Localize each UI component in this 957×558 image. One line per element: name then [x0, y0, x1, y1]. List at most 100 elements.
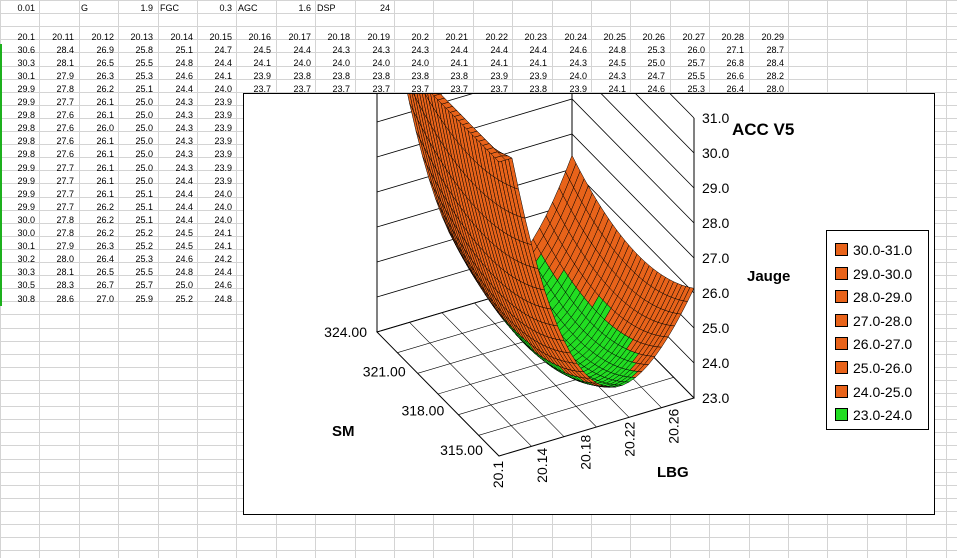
cell[interactable]: 30.1 [17, 71, 35, 81]
cell[interactable]: 25.0 [135, 97, 153, 107]
cell[interactable]: 28.0 [56, 254, 74, 264]
cell[interactable]: 20.25 [603, 31, 626, 42]
cell[interactable]: 23.9 [569, 84, 587, 94]
cell[interactable]: 24.0 [214, 84, 232, 94]
cell[interactable]: 27.7 [56, 202, 74, 212]
cell[interactable]: 30.2 [17, 254, 35, 264]
cell[interactable]: 30.3 [17, 58, 35, 68]
cell[interactable]: 20.13 [130, 31, 153, 42]
cell[interactable]: 27.6 [56, 110, 74, 120]
cell[interactable]: 20.15 [209, 31, 232, 42]
cell[interactable]: 24.4 [450, 45, 468, 55]
cell[interactable]: 20.2 [411, 31, 429, 42]
cell[interactable]: 20.27 [682, 31, 705, 42]
cell[interactable]: 24.5 [253, 45, 271, 55]
cell[interactable]: 26.1 [96, 163, 114, 173]
cell[interactable]: 24.1 [214, 228, 232, 238]
cell[interactable]: 24.1 [253, 58, 271, 68]
cell[interactable]: 24.0 [411, 58, 429, 68]
cell[interactable]: 26.0 [687, 45, 705, 55]
cell[interactable]: 24.5 [175, 241, 193, 251]
cell[interactable]: 24.7 [647, 71, 665, 81]
cell[interactable]: 25.0 [135, 149, 153, 159]
cell[interactable]: 24.0 [569, 71, 587, 81]
cell[interactable]: 28.1 [56, 58, 74, 68]
cell[interactable]: 24.0 [214, 189, 232, 199]
cell[interactable]: 20.21 [445, 31, 468, 42]
cell[interactable]: 24.8 [214, 294, 232, 304]
cell[interactable]: 24.2 [214, 254, 232, 264]
cell[interactable]: 23.9 [529, 71, 547, 81]
cell[interactable]: 24.4 [175, 176, 193, 186]
cell[interactable]: 29.8 [17, 149, 35, 159]
cell[interactable]: 25.2 [135, 228, 153, 238]
cell[interactable]: 27.9 [56, 241, 74, 251]
cell[interactable]: 25.9 [135, 294, 153, 304]
cell[interactable]: 28.2 [766, 71, 784, 81]
cell[interactable]: 24.8 [175, 267, 193, 277]
cell[interactable]: 24.4 [490, 45, 508, 55]
cell[interactable]: 24.4 [529, 45, 547, 55]
cell[interactable]: 27.1 [726, 45, 744, 55]
cell[interactable]: 24.1 [490, 58, 508, 68]
cell[interactable]: 23.7 [253, 84, 271, 94]
cell[interactable]: 24.3 [608, 71, 626, 81]
cell[interactable]: 25.0 [135, 136, 153, 146]
cell[interactable]: 30.5 [17, 280, 35, 290]
cell[interactable]: 27.0 [96, 294, 114, 304]
cell[interactable]: 25.0 [135, 123, 153, 133]
cell[interactable]: 25.0 [647, 58, 665, 68]
cell[interactable]: 24.6 [175, 71, 193, 81]
cell[interactable]: 26.1 [96, 176, 114, 186]
cell[interactable]: 26.6 [726, 71, 744, 81]
cell[interactable]: 26.5 [96, 267, 114, 277]
cell[interactable]: 26.8 [726, 58, 744, 68]
cell[interactable]: 23.7 [293, 84, 311, 94]
cell[interactable]: 26.1 [96, 110, 114, 120]
cell[interactable]: 24.0 [214, 215, 232, 225]
cell[interactable]: 24.0 [214, 202, 232, 212]
cell[interactable]: 23.7 [450, 84, 468, 94]
cell[interactable]: 24.6 [214, 280, 232, 290]
cell[interactable]: 24.3 [175, 149, 193, 159]
cell[interactable]: 24.3 [175, 110, 193, 120]
cell[interactable]: 24.3 [175, 136, 193, 146]
cell[interactable]: 26.1 [96, 149, 114, 159]
cell[interactable]: 25.5 [135, 267, 153, 277]
cell[interactable]: 29.8 [17, 123, 35, 133]
cell[interactable]: 27.7 [56, 189, 74, 199]
cell[interactable]: 25.0 [135, 176, 153, 186]
cell[interactable]: 30.3 [17, 267, 35, 277]
cell[interactable]: 23.7 [332, 84, 350, 94]
cell[interactable]: 25.7 [687, 58, 705, 68]
cell[interactable]: 25.2 [175, 294, 193, 304]
cell[interactable]: 26.3 [96, 71, 114, 81]
cell[interactable]: 25.0 [135, 110, 153, 120]
cell[interactable]: 25.3 [135, 254, 153, 264]
cell[interactable]: 23.8 [450, 71, 468, 81]
cell[interactable]: 25.0 [135, 163, 153, 173]
cell[interactable]: 24.5 [608, 58, 626, 68]
cell[interactable]: 24.3 [411, 45, 429, 55]
surface-chart[interactable]: 23.0 24.0 25.0 26.0 27.0 28.0 29.0 30.0 31.0 315.… [243, 93, 935, 515]
cell[interactable]: 26.5 [96, 58, 114, 68]
cell[interactable]: 20.26 [642, 31, 665, 42]
cell[interactable]: 27.6 [56, 136, 74, 146]
cell[interactable]: 20.29 [761, 31, 784, 42]
cell[interactable]: 23.8 [372, 71, 390, 81]
cell[interactable]: 23.7 [411, 84, 429, 94]
cell[interactable]: 24.6 [175, 254, 193, 264]
cell[interactable]: 23.9 [214, 110, 232, 120]
cell[interactable]: 24.5 [175, 228, 193, 238]
cell[interactable]: 27.8 [56, 215, 74, 225]
cell[interactable]: 24.4 [214, 58, 232, 68]
cell[interactable]: 23.9 [253, 71, 271, 81]
cell[interactable]: 20.16 [248, 31, 271, 42]
cell[interactable]: 26.7 [96, 280, 114, 290]
cell[interactable]: 25.3 [135, 71, 153, 81]
cell[interactable]: FGC [160, 3, 179, 13]
cell[interactable]: 20.1 [17, 31, 35, 42]
cell[interactable]: 27.7 [56, 176, 74, 186]
cell[interactable]: 29.9 [17, 176, 35, 186]
cell[interactable]: 23.9 [214, 149, 232, 159]
